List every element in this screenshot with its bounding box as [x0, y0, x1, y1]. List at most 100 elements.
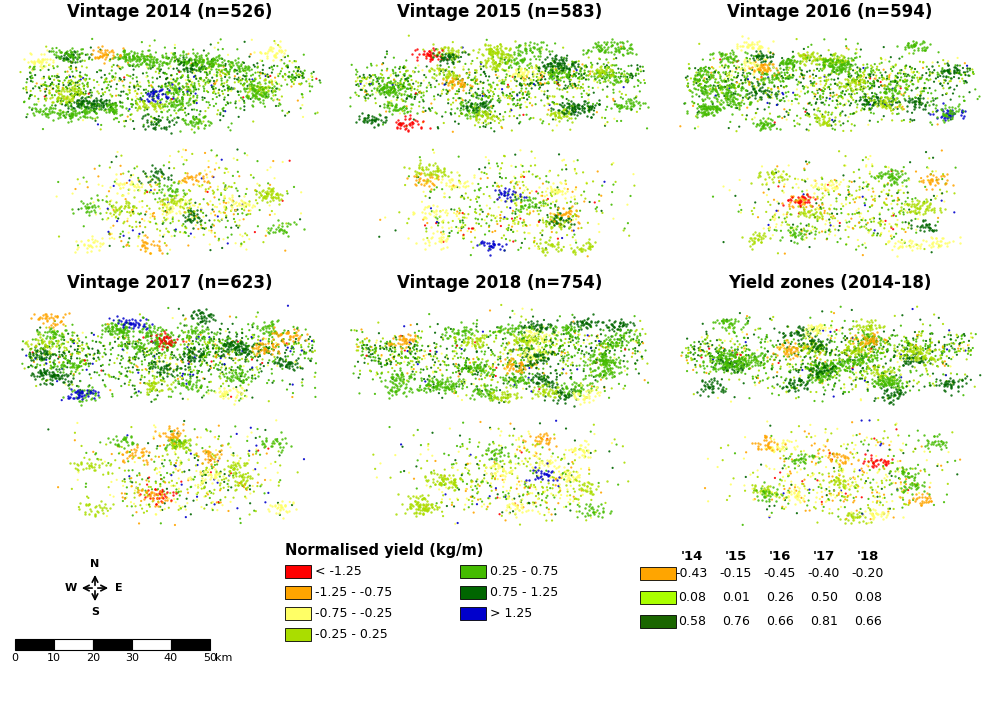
- Point: [457, 110, 473, 121]
- Point: [460, 332, 476, 343]
- Point: [797, 324, 813, 335]
- Point: [818, 346, 834, 358]
- Point: [747, 92, 763, 103]
- Point: [443, 473, 459, 484]
- Point: [598, 345, 614, 356]
- Point: [833, 65, 849, 76]
- Point: [903, 367, 919, 378]
- Point: [760, 346, 776, 357]
- Point: [153, 362, 169, 374]
- Point: [31, 346, 47, 357]
- Point: [198, 315, 214, 326]
- Point: [191, 352, 207, 363]
- Point: [511, 68, 527, 79]
- Point: [576, 68, 592, 79]
- Point: [956, 78, 972, 89]
- Point: [851, 77, 867, 88]
- Point: [502, 312, 518, 323]
- Point: [620, 75, 636, 86]
- Point: [167, 52, 183, 64]
- Point: [454, 468, 470, 479]
- Point: [490, 59, 506, 71]
- Point: [776, 81, 792, 93]
- Point: [826, 485, 842, 496]
- Point: [405, 118, 421, 129]
- Point: [455, 373, 471, 384]
- Point: [224, 181, 240, 193]
- Point: [20, 362, 36, 373]
- Point: [510, 366, 526, 377]
- Point: [378, 355, 394, 366]
- Point: [208, 83, 224, 94]
- Point: [471, 102, 487, 113]
- Point: [163, 469, 179, 481]
- Point: [265, 322, 281, 333]
- Point: [698, 61, 714, 72]
- Point: [59, 344, 75, 355]
- Point: [75, 110, 91, 122]
- Point: [128, 482, 144, 493]
- Point: [482, 388, 498, 399]
- Point: [570, 321, 586, 332]
- Point: [132, 221, 148, 232]
- Point: [908, 484, 924, 495]
- Point: [361, 347, 377, 358]
- Point: [73, 355, 89, 367]
- Point: [608, 336, 624, 348]
- Point: [372, 101, 388, 112]
- Point: [485, 358, 501, 370]
- Point: [78, 202, 94, 214]
- Point: [124, 222, 140, 233]
- Point: [780, 336, 796, 348]
- Point: [166, 493, 182, 505]
- Point: [302, 331, 318, 343]
- Point: [882, 368, 898, 379]
- Point: [842, 108, 858, 120]
- Point: [923, 495, 939, 506]
- Point: [69, 86, 85, 98]
- Point: [371, 355, 387, 367]
- Point: [54, 328, 70, 339]
- Point: [456, 78, 472, 89]
- Point: [759, 416, 775, 427]
- Point: [871, 342, 887, 353]
- Point: [403, 371, 419, 382]
- Point: [599, 362, 615, 373]
- Point: [209, 108, 225, 120]
- Point: [806, 175, 822, 186]
- Point: [579, 178, 595, 189]
- Point: [742, 53, 758, 64]
- Point: [469, 381, 485, 392]
- Point: [433, 227, 449, 238]
- Point: [781, 351, 797, 362]
- Point: [790, 481, 806, 493]
- Point: [145, 325, 161, 336]
- Point: [550, 326, 566, 338]
- Point: [483, 215, 499, 226]
- Point: [459, 443, 475, 455]
- Point: [467, 71, 483, 82]
- Point: [33, 59, 49, 70]
- Point: [215, 389, 231, 400]
- Point: [183, 117, 199, 128]
- Point: [809, 47, 825, 59]
- Point: [138, 318, 154, 329]
- Point: [154, 112, 170, 123]
- Point: [258, 92, 274, 103]
- Point: [883, 76, 899, 87]
- Point: [356, 113, 372, 124]
- Point: [575, 445, 591, 456]
- Point: [90, 171, 106, 182]
- Point: [886, 351, 902, 362]
- Point: [62, 50, 78, 62]
- Point: [526, 42, 542, 54]
- Point: [117, 433, 133, 445]
- Point: [762, 56, 778, 67]
- Point: [579, 392, 595, 403]
- Point: [484, 383, 500, 394]
- Point: [564, 211, 580, 222]
- Point: [391, 103, 407, 114]
- Point: [946, 343, 962, 355]
- Point: [687, 62, 703, 74]
- Point: [530, 77, 546, 88]
